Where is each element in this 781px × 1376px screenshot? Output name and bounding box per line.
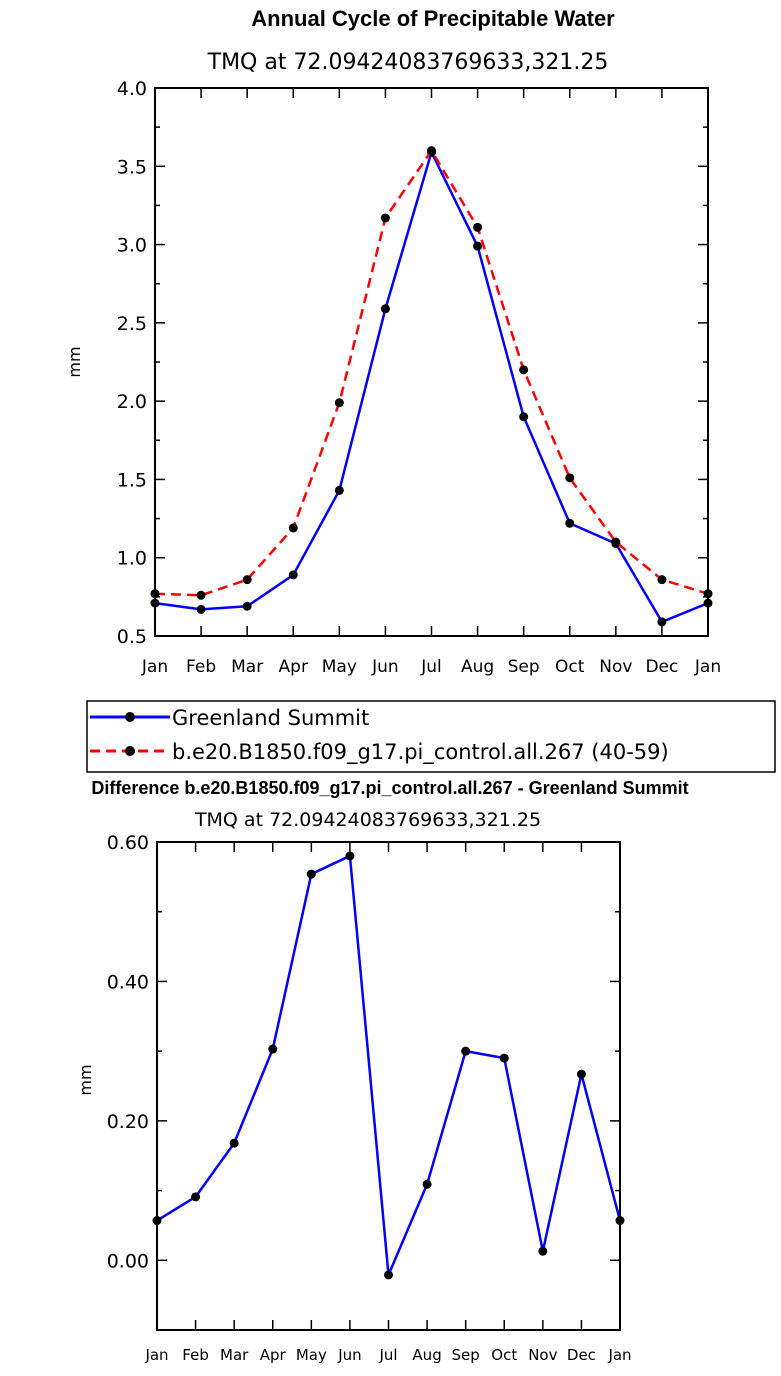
chart1-series-0-point — [380, 304, 390, 314]
chart2-xtick-label: Sep — [452, 1346, 480, 1364]
chart2-series-0-point — [268, 1044, 278, 1054]
chart2-xtick-label: Apr — [260, 1346, 287, 1364]
chart2-xtick-label: Nov — [528, 1346, 557, 1364]
chart1-series-0-point — [565, 518, 575, 528]
chart1-series-1-point — [288, 523, 298, 533]
chart1-xtick-label: Jan — [141, 657, 168, 677]
chart2-series-0-point — [152, 1216, 162, 1226]
chart2-series-0-point — [538, 1246, 548, 1256]
chart1-series-1-point — [150, 589, 160, 599]
chart1-series-1-point — [242, 575, 252, 585]
chart1-xtick-label: Feb — [186, 657, 216, 677]
chart1-series-1-point — [334, 398, 344, 408]
chart1-ytick-label: 0.5 — [117, 626, 147, 648]
chart2-xtick-label: Oct — [491, 1346, 517, 1364]
legend-box — [86, 700, 776, 773]
chart1-series-0-point — [657, 617, 667, 627]
chart2-xtick-label: Jan — [144, 1346, 168, 1364]
chart2-frame — [156, 841, 621, 1331]
chart1-plot: 0.5 1.0 1.5 2.0 2.5 3.0 3.5 4.0 Jan Feb Mar Apr May J… — [117, 78, 721, 677]
chart1-series-line-1 — [154, 149, 709, 597]
chart1-xtick-label: Mar — [231, 657, 263, 677]
chart1-xtick-label: May — [322, 657, 357, 677]
chart1-series-1-point — [565, 473, 575, 483]
chart1-ytick-label: 3.5 — [117, 156, 147, 178]
chart2-xtick-label: Mar — [220, 1346, 249, 1364]
chart1-legend: Greenland Summit b.e20.B1850.f09_g17.pi_… — [86, 700, 776, 773]
chart1-xtick-label: Jun — [371, 657, 399, 677]
chart2-xtick-label: Jan — [607, 1346, 631, 1364]
chart2-plot: 0.00 0.20 0.40 0.60 Jan Feb Mar Apr May Jun Jul Aug… — [107, 832, 632, 1364]
chart1-xtick-label: Dec — [645, 657, 678, 677]
chart1-series-0-point — [150, 598, 160, 608]
chart1-series-0-point — [334, 485, 344, 495]
chart1-series-0-point — [519, 412, 529, 422]
chart1-series-0-point — [473, 241, 483, 251]
chart2-xtick-label: May — [296, 1346, 327, 1364]
chart1-series-1-point — [519, 365, 529, 375]
chart2-title: Difference b.e20.B1850.f09_g17.pi_contro… — [91, 778, 688, 798]
chart1-frame — [154, 87, 709, 637]
chart1-series-0-point — [288, 570, 298, 580]
chart1-xtick-label: Jul — [420, 657, 442, 677]
chart1-ylabel: mm — [65, 346, 84, 377]
legend-marker-greenland — [125, 712, 135, 722]
chart1-subtitle: TMQ at 72.09424083769633,321.25 — [207, 50, 609, 75]
chart1-xtick-label: Sep — [508, 657, 540, 677]
chart2-ylabel: mm — [76, 1064, 95, 1095]
chart2-subtitle: TMQ at 72.09424083769633,321.25 — [194, 809, 541, 831]
chart2-ytick-label: 0.60 — [107, 832, 149, 854]
chart1-series-0-point — [242, 601, 252, 611]
chart1-ytick-label: 4.0 — [117, 78, 147, 100]
chart2-ytick-label: 0.00 — [107, 1250, 149, 1272]
chart1-xtick-label: Nov — [599, 657, 632, 677]
chart2-series-0-point — [191, 1192, 201, 1202]
chart2-series-0-point — [461, 1046, 471, 1056]
chart1-series-1-point — [196, 590, 206, 600]
chart1-ytick-label: 2.0 — [117, 391, 147, 413]
chart2-series-0-point — [576, 1069, 586, 1079]
chart2-series-0-point — [499, 1053, 509, 1063]
chart2-xtick-label: Dec — [567, 1346, 596, 1364]
legend-label-model: b.e20.B1850.f09_g17.pi_control.all.267 (… — [172, 740, 669, 765]
chart1-series-1-point — [657, 575, 667, 585]
chart1-series-1-point — [473, 222, 483, 232]
chart1-xtick-label: Apr — [279, 657, 308, 677]
chart2-ytick-label: 0.20 — [107, 1111, 149, 1133]
chart2-xtick-label: Jul — [378, 1346, 397, 1364]
chart1-ytick-label: 1.5 — [117, 469, 147, 491]
legend-label-greenland: Greenland Summit — [172, 706, 369, 730]
chart1-ytick-label: 2.5 — [117, 313, 147, 335]
chart1-xtick-label: Oct — [555, 657, 585, 677]
chart1-series-1-point — [703, 589, 713, 599]
chart1-series-1-point — [380, 213, 390, 223]
chart2-series-0-point — [615, 1216, 625, 1226]
chart1-ytick-label: 1.0 — [117, 548, 147, 570]
chart2-series-0-point — [422, 1179, 432, 1189]
legend-marker-model — [125, 746, 135, 756]
chart1-title: Annual Cycle of Precipitable Water — [251, 6, 615, 31]
chart2-ytick-label: 0.40 — [107, 971, 149, 993]
chart2-xtick-label: Jun — [337, 1346, 361, 1364]
chart1-xtick-label: Jan — [694, 657, 721, 677]
chart2-series-0-point — [229, 1138, 239, 1148]
chart1-series-0-point — [196, 604, 206, 614]
chart1-xtick-label: Aug — [461, 657, 494, 677]
chart1-series-0-point — [703, 598, 713, 608]
chart1-series-1-point — [427, 146, 436, 156]
chart2-series-line-0 — [156, 854, 622, 1277]
chart2-series-0-point — [345, 851, 355, 861]
chart2-xtick-label: Aug — [412, 1346, 441, 1364]
chart2-xtick-label: Feb — [182, 1346, 209, 1364]
chart2-series-0-point — [306, 869, 316, 879]
chart1-series-1-point — [611, 537, 621, 547]
chart1-ytick-label: 3.0 — [117, 235, 147, 257]
chart1-series-line-0 — [154, 150, 709, 624]
chart2-series-0-point — [384, 1270, 393, 1280]
